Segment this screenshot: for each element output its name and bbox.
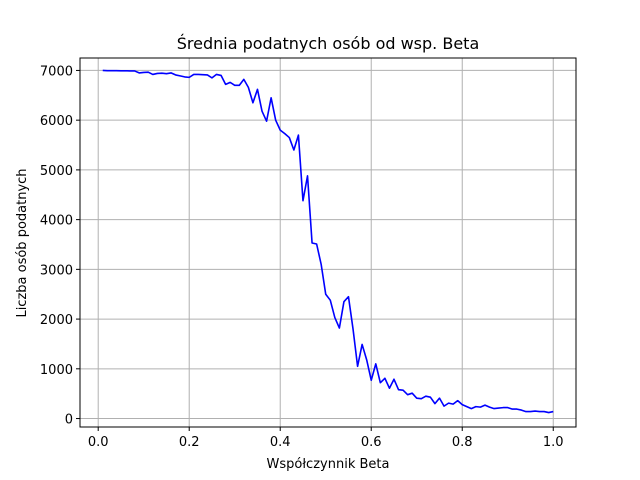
series-line [102,69,554,414]
x-tick-label: 1.0 [543,435,564,450]
y-tick-label: 5000 [40,164,73,179]
y-tick-label: 4000 [40,214,73,229]
x-tick-label: 0.6 [361,435,382,450]
y-tick-label: 2000 [40,313,73,328]
grid-layer [80,58,576,427]
x-tick-label: 0.8 [452,435,473,450]
tick-layer: 0.0 0.2 0.4 0.6 0.8 1.0 0 1000 2000 3000 4000 5000 6… [40,64,564,450]
x-tick-label: 0.2 [179,435,200,450]
x-axis-label: Współczynnik Beta [267,457,390,472]
y-axis-label: Liczba osób podatnych [15,168,30,317]
y-tick-label: 0 [65,413,73,428]
y-tick-label: 6000 [40,114,73,129]
series-layer [102,69,554,414]
y-tick-label: 7000 [40,64,73,79]
y-tick-label: 3000 [40,263,73,278]
y-tick-label: 1000 [40,363,73,378]
chart-title: Średnia podatnych osób od wsp. Beta [177,34,480,53]
plot-frame [79,57,577,428]
x-tick-label: 0.0 [88,435,109,450]
x-tick-label: 0.4 [270,435,291,450]
